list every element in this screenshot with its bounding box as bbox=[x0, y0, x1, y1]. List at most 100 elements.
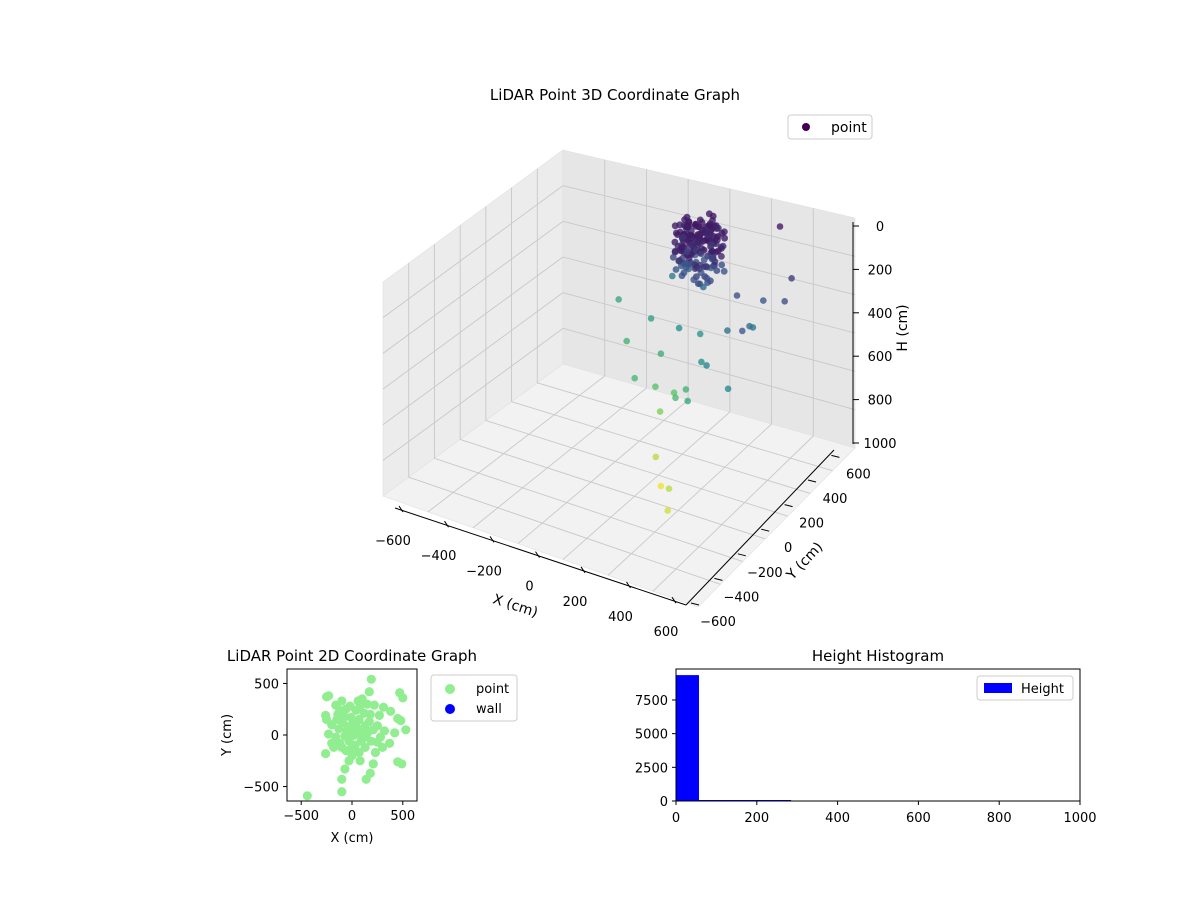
data-point-2d bbox=[344, 756, 354, 766]
data-point-3d bbox=[687, 231, 694, 239]
dense-point-cluster bbox=[669, 210, 728, 291]
plot2d-xlabel: X (cm) bbox=[331, 831, 374, 846]
grid-line-floor-x bbox=[652, 435, 814, 592]
data-point-3d bbox=[697, 250, 705, 257]
data-point-2d bbox=[378, 702, 389, 712]
data-point-3d bbox=[703, 229, 711, 237]
data-point-2d bbox=[337, 696, 347, 706]
y-tick-label-2d: −500 bbox=[243, 781, 279, 796]
data-point-2d bbox=[302, 791, 312, 801]
y-tick-3d bbox=[807, 479, 817, 483]
z-tick-label-3d: 200 bbox=[868, 263, 893, 278]
data-point-3d bbox=[664, 507, 671, 514]
data-point-3d bbox=[647, 315, 655, 322]
data-point-3d bbox=[709, 247, 716, 255]
grid-line-left-horizontal bbox=[382, 185, 564, 319]
data-point-2d bbox=[397, 759, 407, 769]
histogram-bars bbox=[676, 675, 792, 801]
y-tick-3d bbox=[714, 577, 723, 581]
z-tick-label-3d: 400 bbox=[868, 307, 893, 322]
data-point-2d bbox=[364, 687, 374, 697]
data-point-3d bbox=[680, 269, 688, 277]
data-point-3d bbox=[669, 272, 676, 280]
data-point-2d bbox=[368, 759, 378, 769]
data-point-2d bbox=[357, 694, 367, 704]
y-tick-label-3d: 200 bbox=[799, 517, 824, 532]
histogram-bar bbox=[676, 675, 699, 801]
data-point-3d bbox=[674, 231, 681, 239]
points-3d bbox=[615, 223, 795, 514]
x-tick-label-2d: 0 bbox=[348, 809, 356, 824]
axis-ticks-3d: −600−400−2000200400600−600−400−200020040… bbox=[375, 220, 896, 640]
y-tick-label-3d: 400 bbox=[823, 492, 848, 507]
y-tick-label-2d: 500 bbox=[254, 677, 279, 692]
points-2d bbox=[302, 674, 411, 801]
data-point-3d bbox=[670, 389, 678, 397]
data-point-2d bbox=[354, 714, 364, 725]
data-point-3d bbox=[718, 261, 726, 269]
x-tick-label-3d: −600 bbox=[375, 534, 411, 549]
data-point-2d bbox=[398, 693, 408, 703]
grid-line-back-horizontal bbox=[562, 292, 856, 372]
data-point-2d bbox=[385, 738, 395, 748]
grid-line-floor-x bbox=[427, 375, 605, 513]
grid-line-floor-y bbox=[511, 401, 811, 494]
data-point-2d bbox=[365, 709, 375, 720]
data-point-3d bbox=[696, 265, 703, 272]
y-tick-label-hist: 7500 bbox=[635, 694, 668, 709]
data-point-2d bbox=[337, 742, 347, 753]
data-point-3d bbox=[718, 229, 726, 237]
y-tick-3d bbox=[690, 602, 700, 606]
data-point-2d bbox=[363, 727, 373, 737]
data-point-3d bbox=[696, 330, 704, 338]
data-point-3d bbox=[733, 292, 741, 299]
data-point-3d bbox=[682, 259, 689, 267]
data-point-3d bbox=[676, 221, 684, 229]
y-tick-label-hist: 0 bbox=[660, 795, 668, 810]
data-point-3d bbox=[708, 255, 716, 263]
data-point-3d bbox=[675, 257, 683, 265]
legend-3d-label: point bbox=[831, 120, 867, 136]
legend-hist-box bbox=[976, 675, 1074, 701]
x-tick-3d bbox=[489, 536, 495, 543]
x-axis-label: X (cm) bbox=[491, 591, 540, 621]
data-point-3d bbox=[713, 234, 720, 241]
y-tick-label-3d: 0 bbox=[784, 541, 792, 556]
x-tick-label-hist: 600 bbox=[906, 811, 931, 826]
data-point-3d bbox=[700, 256, 708, 264]
data-point-2d bbox=[365, 768, 375, 778]
x-tick-label-hist: 800 bbox=[987, 811, 1012, 826]
data-point-2d bbox=[386, 706, 396, 716]
scatter-2d-plot: LiDAR Point 2D Coordinate Graph −500 0 500… bbox=[220, 647, 518, 846]
data-point-3d bbox=[715, 247, 722, 255]
legend-2d-wall-label: wall bbox=[476, 702, 502, 717]
data-point-3d bbox=[671, 247, 679, 255]
data-point-2d bbox=[321, 749, 331, 759]
data-point-3d bbox=[694, 280, 702, 287]
data-point-2d bbox=[337, 774, 347, 784]
grid-line-back-horizontal bbox=[562, 327, 856, 411]
x-tick-label-3d: 400 bbox=[608, 610, 633, 625]
data-point-2d bbox=[322, 692, 332, 702]
grid-line-back-horizontal bbox=[562, 256, 856, 334]
z-tick-label-3d: 0 bbox=[876, 220, 884, 235]
y-tick-label-3d: −600 bbox=[700, 615, 736, 630]
grid-line-floor-x bbox=[517, 399, 689, 544]
x-tick-label-hist: 400 bbox=[825, 811, 850, 826]
x-tick-3d bbox=[580, 566, 586, 574]
data-point-2d bbox=[369, 700, 379, 710]
data-point-3d bbox=[739, 327, 746, 335]
data-point-3d bbox=[675, 324, 683, 332]
data-point-2d bbox=[347, 743, 357, 754]
data-point-2d bbox=[342, 726, 352, 736]
data-point-2d bbox=[374, 710, 384, 721]
grid-line-left-horizontal bbox=[382, 327, 564, 461]
data-point-3d bbox=[724, 385, 732, 393]
x-axis-line bbox=[394, 507, 687, 606]
data-point-2d bbox=[345, 701, 355, 711]
scatter-3d-plot: LiDAR Point 3D Coordinate Graph −600 −400… bbox=[375, 86, 911, 640]
y-tick-3d bbox=[761, 528, 770, 532]
x-tick-label-3d: 600 bbox=[654, 625, 679, 640]
data-point-3d bbox=[683, 213, 691, 221]
data-point-3d bbox=[615, 296, 622, 303]
